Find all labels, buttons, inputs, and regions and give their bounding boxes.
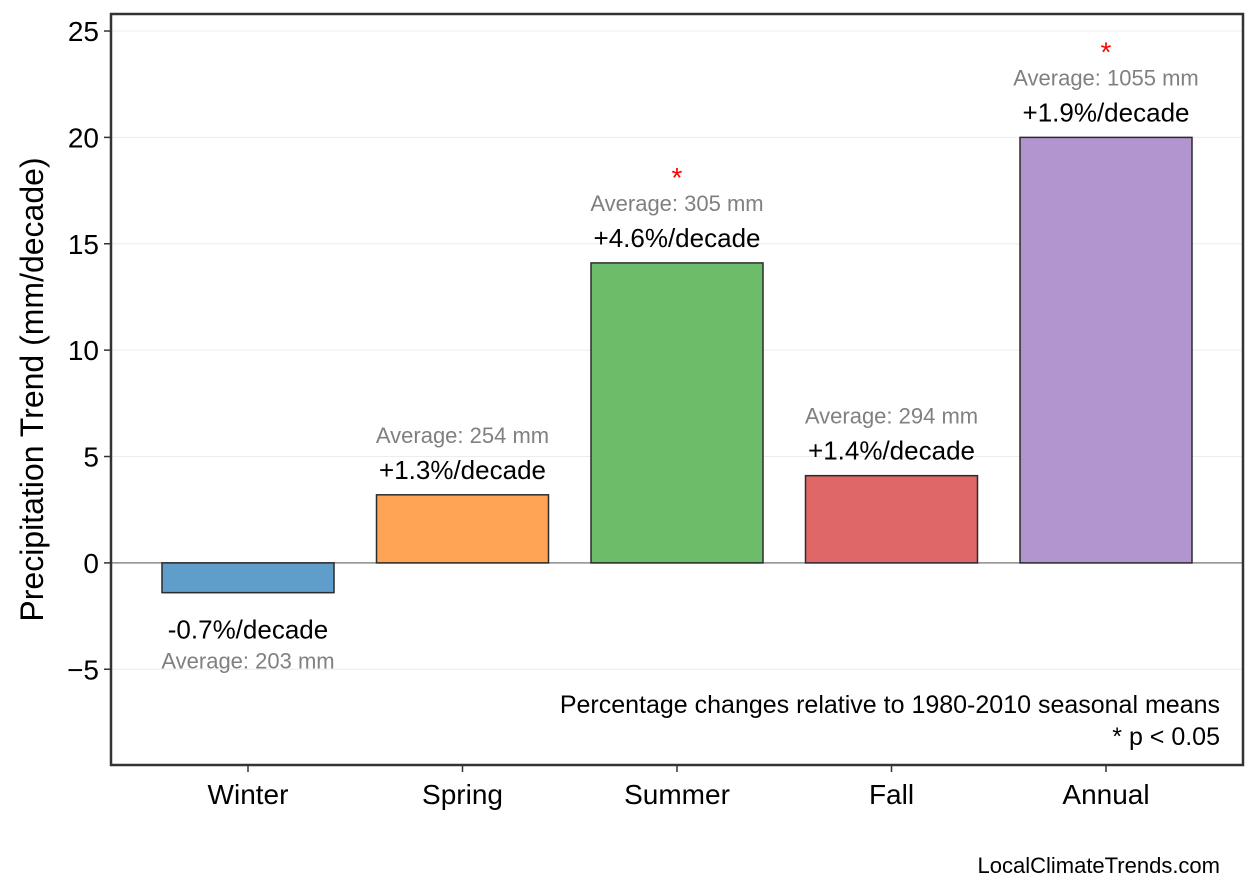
significance-marker-annual: * — [1101, 36, 1112, 67]
x-tick-label-fall: Fall — [869, 779, 914, 810]
bar-fall — [804, 474, 979, 564]
x-tick-label-spring: Spring — [422, 779, 503, 810]
average-label-annual: Average: 1055 mm — [1013, 65, 1198, 90]
y-tick-label: 20 — [68, 122, 99, 153]
x-tick-label-winter: Winter — [208, 779, 289, 810]
average-label-summer: Average: 305 mm — [590, 191, 763, 216]
y-tick-label: 10 — [68, 335, 99, 366]
x-tick-label-summer: Summer — [624, 779, 730, 810]
significance-marker-summer: * — [672, 162, 683, 193]
y-tick-label: 0 — [83, 548, 99, 579]
average-label-winter: Average: 203 mm — [161, 649, 334, 674]
bar-winter — [161, 562, 335, 594]
y-axis-label: Precipitation Trend (mm/decade) — [14, 157, 50, 621]
percent-label-winter: -0.7%/decade — [168, 615, 328, 645]
percent-label-summer: +4.6%/decade — [594, 223, 761, 253]
x-axis: Winter Spring Summer Fall Annual — [208, 765, 1150, 810]
bars — [161, 136, 1193, 594]
x-tick-label-annual: Annual — [1062, 779, 1149, 810]
bar-summer — [590, 262, 764, 564]
bar-spring — [375, 494, 550, 564]
percent-label-spring: +1.3%/decade — [379, 455, 546, 485]
source-credit: LocalClimateTrends.com — [978, 853, 1221, 878]
bar-labels: -0.7%/decade Average: 203 mm +1.3%/decade A… — [161, 36, 1198, 673]
y-tick-label: −5 — [67, 654, 99, 685]
percent-label-annual: +1.9%/decade — [1023, 97, 1190, 127]
y-tick-label: 25 — [68, 16, 99, 47]
y-tick-label: 5 — [83, 442, 99, 473]
y-tick-label: 15 — [68, 229, 99, 260]
bar-annual — [1019, 136, 1193, 564]
percent-label-fall: +1.4%/decade — [808, 436, 975, 466]
average-label-spring: Average: 254 mm — [376, 423, 549, 448]
average-label-fall: Average: 294 mm — [805, 404, 978, 429]
note-significance: * p < 0.05 — [1112, 723, 1220, 751]
note-percentage-changes: Percentage changes relative to 1980-2010… — [560, 691, 1220, 719]
y-axis: −5 0 5 10 15 20 25 — [67, 16, 111, 685]
